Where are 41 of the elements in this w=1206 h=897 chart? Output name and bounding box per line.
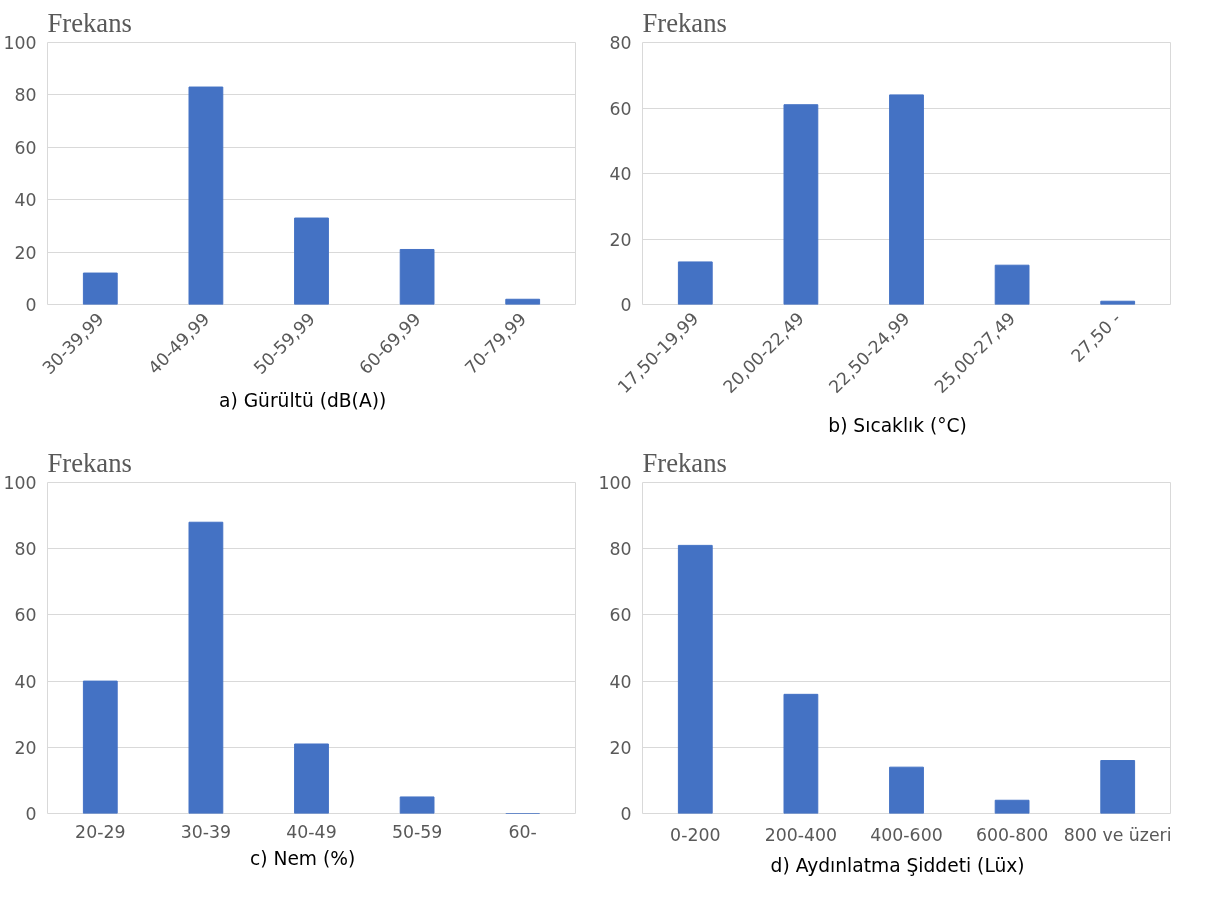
chart-title: Frekans bbox=[47, 447, 132, 478]
text: d) Aydınlatma Şiddeti (Lüx) bbox=[770, 854, 1025, 876]
y-tick-label: 0 bbox=[620, 295, 632, 315]
y-tick-label: 40 bbox=[14, 671, 37, 692]
y-tick-label: 0 bbox=[620, 804, 632, 824]
y-tick-label: 80 bbox=[609, 33, 632, 53]
x-tick-label: 800 ve üzeri bbox=[1063, 824, 1172, 845]
y-tick-label: 60 bbox=[609, 98, 632, 119]
y-tick-label: 0 bbox=[25, 804, 37, 824]
y-tick-label: 100 bbox=[598, 473, 632, 493]
y-tick-label: 80 bbox=[14, 85, 37, 106]
chart-title: Frekans bbox=[642, 447, 727, 478]
y-tick-label: 20 bbox=[609, 229, 632, 250]
y-tick-label: 0 bbox=[25, 295, 37, 315]
y-tick-label: 60 bbox=[609, 605, 632, 626]
x-tick-label: 20-29 bbox=[75, 821, 126, 842]
x-tick-label: 60- bbox=[508, 821, 537, 842]
y-tick-label: 100 bbox=[3, 473, 37, 493]
chart-title: Frekans bbox=[642, 7, 727, 38]
x-tick-label: 40-49 bbox=[286, 821, 337, 842]
y-tick-label: 60 bbox=[14, 605, 37, 626]
text: b) Sıcaklık (°C) bbox=[828, 414, 967, 436]
y-tick-label: 20 bbox=[14, 737, 37, 758]
y-tick-label: 20 bbox=[609, 737, 632, 758]
x-tick-label: 400-600 bbox=[870, 824, 943, 845]
y-tick-label: 40 bbox=[609, 671, 632, 692]
x-tick-label: 200-400 bbox=[764, 824, 838, 845]
x-tick-label: 50-59 bbox=[391, 821, 443, 842]
y-tick-label: 80 bbox=[14, 539, 37, 560]
y-tick-label: 40 bbox=[14, 190, 37, 211]
y-tick-label: 100 bbox=[3, 33, 37, 53]
text: c) Nem (%) bbox=[249, 847, 356, 869]
chart-title: Frekans bbox=[47, 7, 132, 38]
text: a) Gürültü (dB(A)) bbox=[219, 389, 387, 411]
x-tick-label: 0-200 bbox=[670, 824, 721, 845]
y-tick-label: 60 bbox=[14, 137, 37, 158]
y-tick-label: 40 bbox=[609, 164, 632, 184]
y-tick-label: 20 bbox=[14, 242, 37, 263]
x-tick-label: 30-39 bbox=[180, 821, 232, 842]
y-tick-label: 80 bbox=[609, 539, 632, 560]
x-tick-label: 600-800 bbox=[975, 824, 1049, 845]
